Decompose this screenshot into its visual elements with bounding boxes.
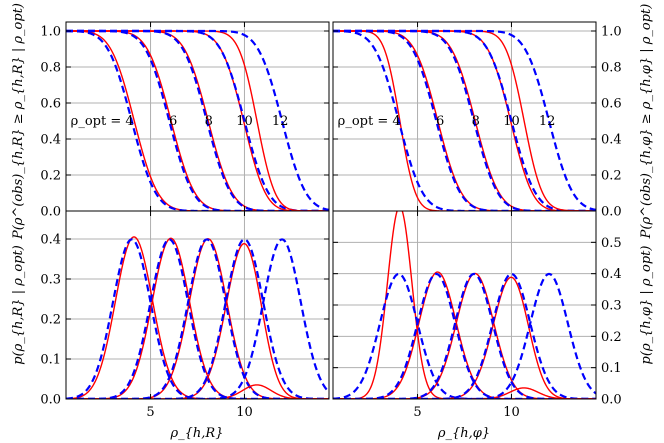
bottom-right-xtick-label-0: 5 [413, 405, 421, 420]
bottom-right-ytick-label-3: 0.3 [601, 299, 622, 314]
top-right-curve-rho12-gauss [333, 29, 596, 211]
top-left-annotation-10: 10 [236, 114, 253, 129]
bottom-right-ytick-label-0: 0.0 [601, 393, 622, 408]
bottom-left-xlabel: ρ_{h,R} [170, 426, 224, 441]
top-left-curve-rho6-gauss [66, 29, 329, 211]
bottom-left-curve-rho10-ncchi [66, 242, 329, 399]
top-right-ytick-label-3: 0.6 [601, 97, 622, 112]
top-right-ylabel: P(ρ^(obs)_{h,φ} ≥ ρ_{h,φ} | ρ_opt) [639, 4, 654, 240]
top-left-annotation-12: 12 [272, 114, 289, 129]
bottom-left-ylabel: p(ρ_{h,R} | ρ_opt) [11, 245, 26, 365]
top-right-ytick-label-5: 1.0 [601, 25, 622, 40]
bottom-right-curve-rho6-gauss [333, 272, 596, 399]
top-left-ytick-label-4: 0.8 [40, 61, 61, 76]
bottom-left-curve-rho12-gauss [66, 238, 329, 399]
bottom-right-curve-rho4-ncchi [333, 211, 596, 399]
bottom-right-ytick-label-1: 0.1 [601, 361, 622, 376]
panel-top-right: 0.0 0.2 0.4 0.6 0.8 1.0 ρ_opt = 4 6 8 10 12 [332, 21, 622, 220]
bottom-left-frame [65, 210, 330, 400]
top-right-curve-rho6-gauss [333, 29, 596, 211]
top-right-annotation-6: 6 [436, 114, 444, 129]
top-right-annotation-8: 8 [472, 114, 480, 129]
bottom-right-curve-rho10-ncchi [333, 276, 596, 399]
top-left-annotation-rho4: ρ_opt = 4 [71, 114, 134, 129]
top-left-ylabel: P(ρ^(obs)_{h,R} ≥ ρ_{h,R} | ρ_opt) [11, 3, 26, 240]
bottom-right-ytick-label-2: 0.2 [601, 330, 622, 345]
bottom-left-curve-rho10-gauss [66, 238, 329, 399]
bottom-left-curve-rho6-gauss [66, 238, 329, 399]
bottom-right-xlabel: ρ_{h,φ} [437, 426, 490, 441]
bottom-left-ytick-label-0: 0.0 [40, 393, 61, 408]
top-right-ytick-label-2: 0.4 [601, 133, 622, 148]
top-right-annotation-12: 12 [539, 114, 556, 129]
bottom-left-ytick-label-1: 0.1 [40, 353, 61, 368]
top-right-ytick-label-0: 0.0 [601, 205, 622, 220]
panel-top-left: 0.0 0.2 0.4 0.6 0.8 1.0 ρ_opt = 4 6 8 10 12 [40, 21, 330, 220]
bottom-right-curve-rho10-gauss [333, 272, 596, 399]
top-left-annotation-8: 8 [205, 114, 213, 129]
top-left-ytick-label-3: 0.6 [40, 97, 61, 112]
top-right-curve-rho4-ncchi [333, 30, 596, 211]
top-left-ytick-label-0: 0.0 [40, 205, 61, 220]
bottom-left-ytick-label-2: 0.2 [40, 313, 61, 328]
top-left-curve-rho12-ncchi [66, 30, 329, 211]
bottom-left-ytick-label-3: 0.3 [40, 273, 61, 288]
top-right-ytick-label-1: 0.2 [601, 169, 622, 184]
bottom-right-ylabel: p(ρ_{h,φ} | ρ_opt) [639, 246, 654, 365]
top-left-curve-rho10-gauss [66, 29, 329, 211]
bottom-left-ytick-label-4: 0.4 [40, 233, 61, 248]
top-left-ytick-label-5: 1.0 [40, 25, 61, 40]
top-left-curve-rho12-gauss [66, 29, 329, 211]
panel-bottom-right: 0.0 0.1 0.2 0.3 0.4 0.5 5 10 [332, 210, 622, 420]
top-right-annotation-10: 10 [503, 114, 520, 129]
top-right-curve-rho12-ncchi [333, 30, 596, 211]
top-left-annotation-6: 6 [169, 114, 177, 129]
top-right-curve-rho10-gauss [333, 29, 596, 211]
top-left-ytick-label-2: 0.4 [40, 133, 61, 148]
bottom-left-xtick-label-1: 10 [236, 405, 253, 420]
bottom-left-series-group [66, 236, 329, 399]
bottom-left-xtick-label-0: 5 [146, 405, 154, 420]
panel-bottom-left: 0.0 0.1 0.2 0.3 0.4 5 10 [40, 210, 330, 420]
bottom-right-series-group [333, 211, 596, 399]
bottom-right-curve-rho12-ncchi [333, 387, 596, 399]
bottom-right-ytick-label-5: 0.5 [601, 236, 622, 251]
bottom-right-ytick-label-4: 0.4 [601, 267, 622, 282]
top-right-annotation-rho4: ρ_opt = 4 [338, 114, 401, 129]
top-left-ytick-label-1: 0.2 [40, 169, 61, 184]
top-right-ytick-label-4: 0.8 [601, 61, 622, 76]
bottom-right-xtick-label-1: 10 [503, 405, 520, 420]
bottom-left-curve-rho6-ncchi [66, 237, 329, 399]
